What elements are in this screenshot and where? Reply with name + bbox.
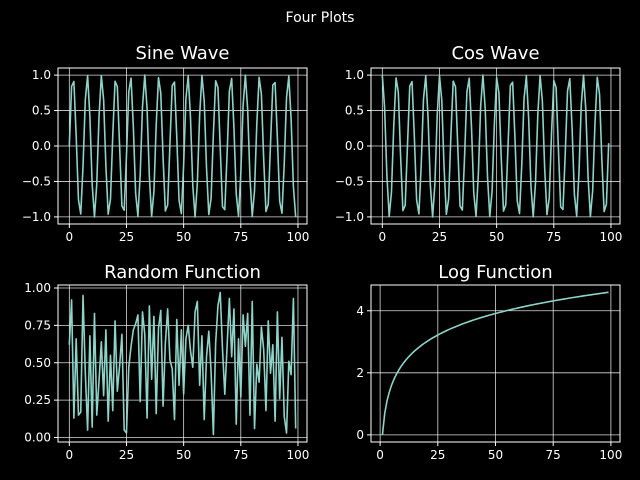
x-tick-label: 75 bbox=[233, 448, 248, 462]
subplot-title: Random Function bbox=[104, 262, 261, 283]
subplot-sine-wave: Sine Wave 0 25 50 75 100 −1.0 −0.5 0.0 0.5 1.0 bbox=[22, 43, 310, 244]
x-tick-label: 50 bbox=[176, 448, 191, 462]
x-tick-label: 0 bbox=[376, 448, 384, 462]
x-tick-label: 50 bbox=[176, 230, 191, 244]
x-tick-label: 100 bbox=[287, 448, 310, 462]
series-line bbox=[381, 74, 610, 218]
x-tick-label: 75 bbox=[546, 230, 561, 244]
y-tick-label: 0.5 bbox=[32, 104, 51, 118]
x-tick-label: 25 bbox=[432, 230, 447, 244]
x-tick-label: 100 bbox=[287, 230, 310, 244]
x-tick-label: 100 bbox=[599, 448, 622, 462]
y-tick-label: 0.75 bbox=[24, 318, 51, 332]
y-tick-label: 0.0 bbox=[32, 139, 51, 153]
subplot-cos-wave: Cos Wave 0 25 50 75 100 −1.0 −0.5 0.0 0.5 1.0 bbox=[335, 43, 623, 244]
subplot-log-function: Log Function 0 25 50 75 100 0 2 4 bbox=[356, 262, 622, 462]
y-tick-label: 1.00 bbox=[24, 281, 51, 295]
x-tick-label: 25 bbox=[119, 230, 134, 244]
x-tick-label: 0 bbox=[65, 448, 73, 462]
x-tick-label: 25 bbox=[119, 448, 134, 462]
subplot-title: Sine Wave bbox=[135, 43, 229, 64]
x-tick-label: 0 bbox=[65, 230, 73, 244]
y-tick-label: 0.5 bbox=[345, 104, 364, 118]
y-tick-label: −0.5 bbox=[22, 174, 51, 188]
y-tick-label: 0.00 bbox=[24, 431, 51, 445]
x-tick-label: 50 bbox=[489, 230, 504, 244]
x-tick-label: 50 bbox=[488, 448, 503, 462]
series-line bbox=[68, 291, 297, 436]
y-tick-label: 1.0 bbox=[345, 68, 364, 82]
subplot-title: Cos Wave bbox=[451, 43, 539, 64]
subplot-title: Log Function bbox=[438, 262, 552, 283]
y-tick-label: 0.0 bbox=[345, 139, 364, 153]
y-tick-label: 0 bbox=[356, 428, 364, 442]
subplot-random-function: Random Function 0 25 50 75 100 0.00 0.25 0.50 0.… bbox=[24, 262, 309, 462]
axes-frame bbox=[57, 284, 308, 443]
figure-suptitle: Four Plots bbox=[286, 10, 355, 26]
x-tick-label: 25 bbox=[430, 448, 445, 462]
x-tick-label: 75 bbox=[233, 230, 248, 244]
x-tick-label: 100 bbox=[600, 230, 623, 244]
y-tick-label: 0.25 bbox=[24, 393, 51, 407]
y-tick-label: 1.0 bbox=[32, 68, 51, 82]
y-tick-label: 2 bbox=[356, 366, 364, 380]
y-tick-label: −1.0 bbox=[22, 210, 51, 224]
y-tick-label: −1.0 bbox=[335, 210, 364, 224]
y-tick-label: 4 bbox=[356, 304, 364, 318]
series-line bbox=[68, 74, 297, 218]
x-tick-label: 75 bbox=[546, 448, 561, 462]
y-tick-label: −0.5 bbox=[335, 174, 364, 188]
x-tick-label: 0 bbox=[378, 230, 386, 244]
series-line bbox=[381, 291, 609, 435]
y-tick-label: 0.50 bbox=[24, 356, 51, 370]
